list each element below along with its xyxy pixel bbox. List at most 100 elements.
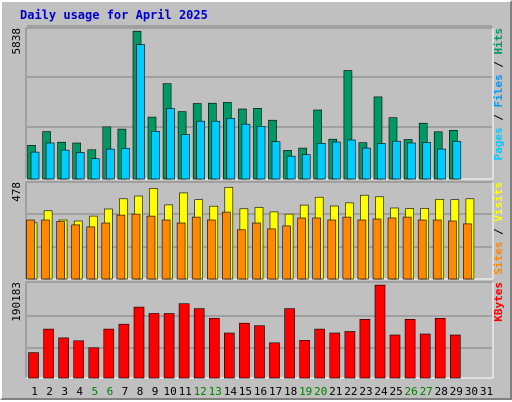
bar-sites — [191, 216, 201, 280]
bar-sites — [71, 224, 80, 280]
bar-sites — [116, 214, 126, 280]
bar-files — [286, 155, 296, 180]
bar-sites — [207, 219, 216, 280]
bar-kbytes — [58, 337, 69, 379]
legend-files: Files — [492, 74, 505, 107]
bar-files — [136, 44, 145, 180]
x-tick-label: 21 — [329, 385, 342, 398]
legend-sites: Sites — [492, 242, 505, 275]
bar-files — [362, 147, 371, 180]
bar-sites — [447, 220, 457, 280]
x-tick-label: 19 — [299, 385, 312, 398]
bar-sites — [131, 213, 141, 280]
bar-files — [301, 154, 311, 180]
bar-kbytes — [73, 340, 84, 379]
legend-label: Sites / Visits — [492, 182, 505, 275]
x-tick-label: 15 — [239, 385, 252, 398]
bar-files — [377, 143, 386, 180]
bar-kbytes — [103, 328, 115, 379]
legend-separator: / — [492, 108, 505, 128]
bar-files — [422, 142, 432, 180]
bar-sites — [252, 222, 261, 280]
bar-sites — [282, 225, 291, 280]
bar-files — [121, 148, 130, 180]
bar-kbytes — [314, 328, 326, 379]
bar-files — [75, 152, 85, 180]
bar-sites — [161, 219, 171, 280]
bar-sites — [222, 211, 231, 280]
bar-kbytes — [419, 333, 431, 379]
bar-files — [316, 143, 326, 180]
bar-kbytes — [344, 331, 356, 379]
bar-sites — [342, 216, 352, 280]
bar-files — [166, 108, 175, 180]
x-tick-label: 4 — [76, 385, 83, 398]
x-tick-label: 11 — [179, 385, 192, 398]
x-tick-label: 6 — [107, 385, 114, 398]
bar-sites — [387, 217, 397, 280]
bar-files — [256, 126, 266, 180]
bar-sites — [417, 219, 427, 280]
bar-sites — [86, 226, 96, 280]
bar-files — [437, 148, 447, 180]
x-tick-label: 26 — [404, 385, 417, 398]
x-tick-label: 3 — [61, 385, 68, 398]
bar-kbytes — [239, 322, 250, 379]
x-tick-label: 20 — [314, 385, 327, 398]
bar-files — [181, 134, 190, 180]
bar-kbytes — [193, 308, 205, 379]
x-tick-label: 18 — [284, 385, 297, 398]
bar-sites — [402, 216, 412, 280]
bar-sites — [26, 219, 35, 280]
bar-files — [392, 140, 401, 180]
bar-kbytes — [359, 318, 371, 379]
bar-kbytes — [254, 325, 265, 379]
x-tick-label: 2 — [46, 385, 53, 398]
bar-files — [30, 151, 40, 180]
x-tick-label: 10 — [163, 385, 176, 398]
bar-sites — [56, 221, 65, 280]
x-tick-label: 12 — [194, 385, 207, 398]
bar-kbytes — [404, 318, 416, 379]
bar-kbytes — [269, 342, 280, 379]
bar-files — [271, 141, 281, 180]
x-tick-label: 29 — [450, 385, 463, 398]
bar-kbytes — [178, 303, 190, 379]
legend-visits: Visits — [492, 182, 505, 222]
legend-pages: Pages — [492, 127, 505, 160]
bar-files — [91, 158, 100, 180]
x-tick-label: 16 — [254, 385, 267, 398]
bar-sites — [176, 222, 186, 280]
x-tick-label: 23 — [359, 385, 372, 398]
x-tick-label: 24 — [374, 385, 388, 398]
bar-files — [407, 142, 416, 180]
bar-files — [151, 131, 160, 180]
bar-files — [347, 139, 356, 180]
y-max-label: 478 — [10, 182, 23, 202]
bar-files — [45, 142, 55, 180]
x-tick-label: 8 — [137, 385, 144, 398]
x-tick-label: 31 — [480, 385, 493, 398]
x-tick-label: 25 — [389, 385, 402, 398]
bar-sites — [41, 219, 50, 280]
bar-sites — [327, 219, 337, 280]
x-tick-label: 5 — [91, 385, 98, 398]
x-tick-label: 30 — [465, 385, 478, 398]
bar-sites — [432, 219, 442, 280]
legend-separator: / — [492, 55, 505, 75]
bar-kbytes — [209, 317, 220, 379]
bar-kbytes — [43, 328, 54, 379]
bar-files — [211, 120, 221, 180]
x-tick-label: 17 — [269, 385, 282, 398]
chart-title: Daily usage for April 2025 — [20, 8, 208, 22]
bar-files — [60, 149, 70, 180]
y-max-label: 190183 — [10, 282, 23, 322]
x-tick-label: 14 — [224, 385, 238, 398]
bar-kbytes — [449, 334, 461, 379]
bar-files — [241, 123, 251, 180]
x-tick-label: 1 — [31, 385, 38, 398]
bar-kbytes — [434, 317, 446, 379]
bar-sites — [297, 217, 307, 280]
